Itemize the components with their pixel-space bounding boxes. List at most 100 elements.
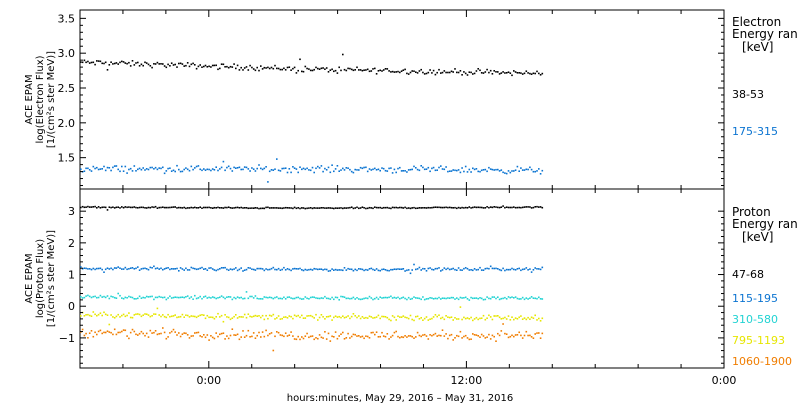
point-proton-3-201 [438,314,440,316]
point-proton-4-129 [309,335,312,338]
point-electron-0-89 [238,69,241,71]
point-electron-1-241 [509,171,512,174]
point-electron-0-188 [415,71,417,73]
point-proton-1-98 [254,269,257,271]
point-electron-1-169 [381,167,383,169]
point-proton-3-235 [498,316,501,319]
point-proton-4-25 [124,329,127,332]
point-proton-1-195 [427,267,430,270]
point-proton-1-247 [520,269,522,272]
point-proton-0-167 [377,206,380,209]
point-proton-1-128 [308,268,310,271]
point-electron-0-8 [94,63,96,66]
point-proton-2-123 [299,297,301,300]
point-proton-0-138 [325,207,328,209]
point-proton-1-257 [538,268,540,270]
point-proton-4-82 [226,335,228,337]
point-electron-1-198 [432,166,435,169]
point-proton-4-248 [521,337,524,339]
point-proton-2-57 [181,296,184,298]
point-electron-0-253 [530,73,533,75]
point-electron-0-209 [452,71,454,73]
point-electron-0-126 [304,65,307,68]
point-electron-1-233 [495,168,497,171]
point-electron-0-85 [231,66,234,68]
point-electron-1-162 [368,168,371,170]
point-proton-4-256 [536,332,538,334]
point-proton-4-15 [106,330,109,332]
point-electron-0-246 [518,72,520,74]
point-proton-0-206 [447,206,449,209]
point-proton-2-161 [366,297,369,300]
point-proton-2-230 [489,297,492,300]
point-proton-0-4 [87,205,89,208]
point-electron-0-174 [390,71,392,73]
point-proton-2-73 [210,297,212,299]
point-proton-0-230 [489,206,492,208]
point-proton-2-192 [422,296,424,298]
point-electron-0-47 [163,65,166,67]
point-proton-1-21 [117,266,119,268]
point-proton-0-148 [343,207,346,209]
point-electron-0-40 [151,66,153,69]
point-electron-0-122 [297,69,299,72]
point-proton-2-10 [97,296,100,299]
point-proton-4-150 [347,332,349,335]
point-electron-1-202 [440,165,442,167]
point-proton-3-227 [484,318,487,321]
point-proton-1-34 [140,268,143,270]
point-proton-4-141 [331,335,333,338]
point-proton-2-78 [219,296,221,299]
point-electron-0-219 [470,71,472,74]
point-proton-0-172 [386,206,389,209]
point-proton-2-233 [495,297,497,300]
point-electron-1-92 [243,166,246,168]
point-electron-1-8 [94,167,96,170]
point-proton-1-57 [181,268,184,270]
point-proton-4-42 [154,330,157,332]
point-proton-3-58 [183,316,185,318]
point-proton-0-249 [523,206,526,208]
point-proton-2-219 [470,296,472,299]
point-proton-2-151 [349,297,351,300]
point-proton-3-70 [204,317,207,320]
point-proton-3-56 [179,315,182,318]
point-proton-0-204 [443,206,446,209]
point-electron-0-205 [445,71,447,74]
point-proton-1-82 [226,268,228,271]
point-electron-0-171 [384,68,387,70]
point-electron-1-242 [511,170,513,172]
point-proton-1-170 [382,268,385,270]
point-proton-4-253 [530,336,533,338]
point-proton-3-62 [190,315,193,317]
point-proton-3-209 [452,319,454,321]
point-proton-3-18 [112,316,114,318]
point-proton-1-66 [197,268,200,270]
point-proton-4-133 [317,337,319,340]
point-proton-3-253 [530,316,533,319]
point-proton-2-54 [176,296,178,299]
point-proton-3-241 [509,319,512,321]
point-electron-1-104 [265,166,267,168]
point-electron-1-16 [108,167,111,169]
point-electron-0-249 [523,72,526,75]
point-proton-0-208 [450,206,453,209]
point-electron-1-54 [176,164,178,167]
point-proton-0-240 [507,206,510,209]
point-electron-0-148 [343,68,346,71]
point-proton-3-149 [345,316,348,318]
point-proton-3-207 [448,316,451,319]
point-electron-0-78 [219,67,221,70]
point-electron-1-135 [320,165,323,167]
point-proton-1-243 [513,268,515,271]
point-proton-1-259 [541,266,544,269]
point-proton-3-131 [313,317,315,319]
point-proton-1-126 [304,268,307,271]
point-proton-2-165 [374,297,376,300]
point-proton-2-258 [539,298,542,300]
point-proton-2-242 [511,296,513,298]
point-proton-1-155 [356,269,358,272]
point-proton-3-57 [181,313,184,316]
point-electron-0-202 [440,72,442,74]
point-electron-1-74 [211,168,214,170]
